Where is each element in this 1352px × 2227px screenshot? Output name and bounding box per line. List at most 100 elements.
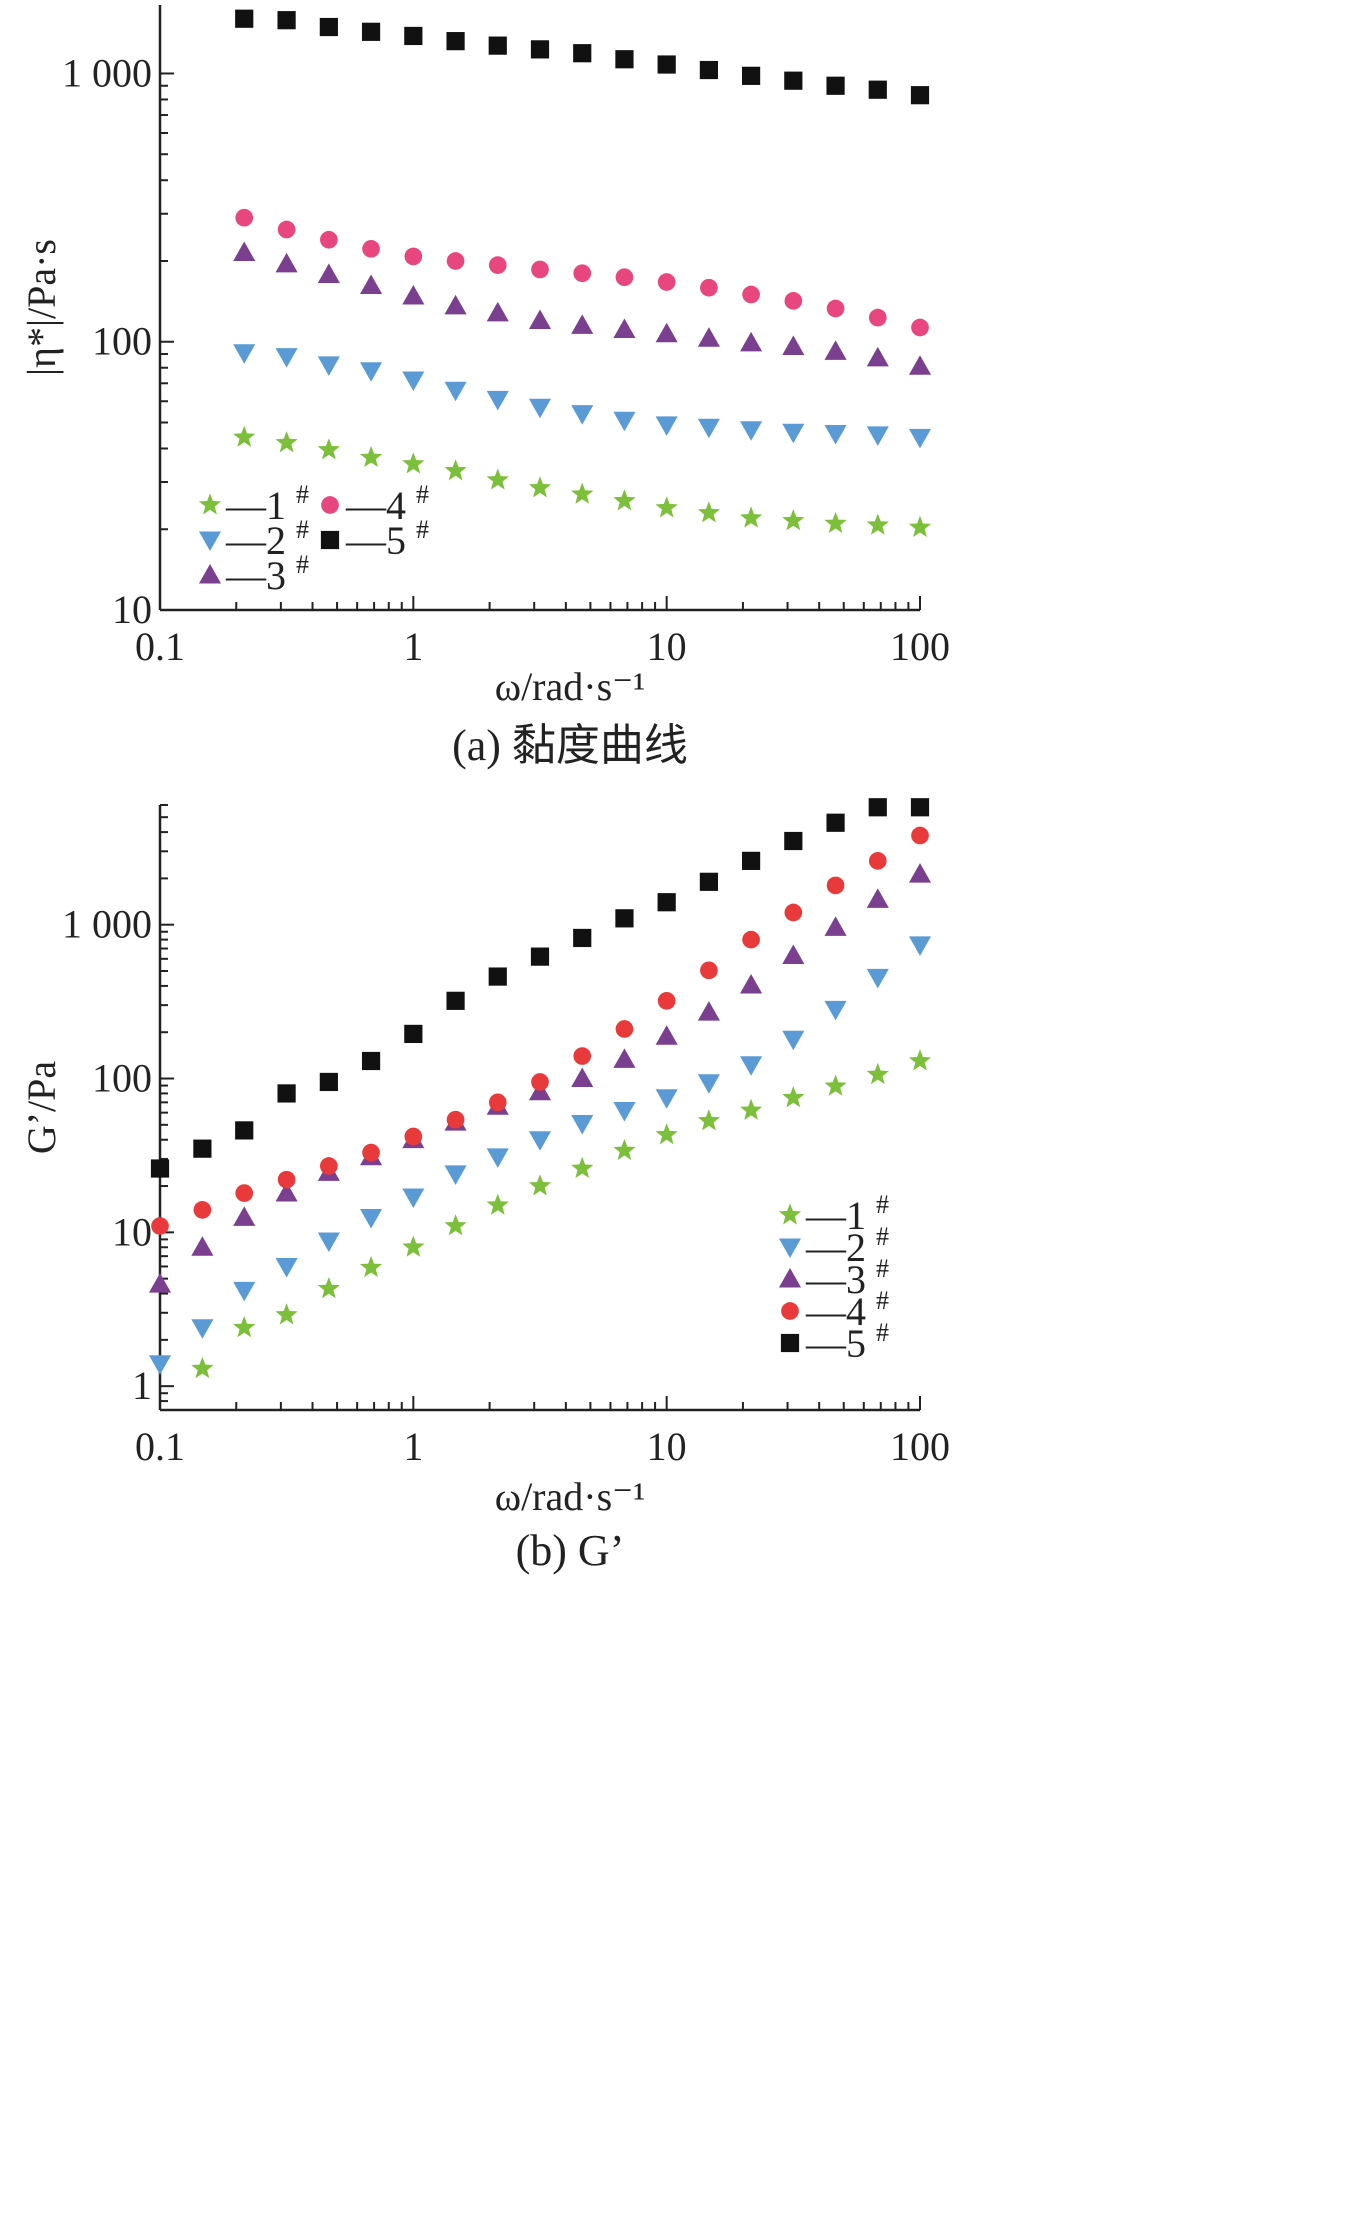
data-point-s2: [655, 416, 678, 436]
y-tick-label: 1: [132, 1363, 152, 1408]
data-point-s4: [362, 1143, 380, 1162]
x-tick-label: 10: [647, 1424, 687, 1469]
data-point-s2: [317, 356, 340, 376]
data-point-s4: [488, 256, 507, 274]
data-point-s4: [531, 1073, 549, 1091]
data-point-s4: [700, 961, 718, 980]
data-point-s1: [233, 1316, 256, 1338]
data-point-s3: [655, 322, 678, 343]
data-point-s1: [444, 459, 467, 481]
data-point-s4: [784, 292, 803, 310]
legend-label-s5: —5: [805, 1321, 866, 1366]
data-point-s1: [866, 513, 889, 535]
storage-modulus-legend: —1 # —2 # —3 # —4 # —5 #: [778, 1190, 889, 1366]
data-point-s3: [824, 916, 847, 936]
data-point-s5: [699, 872, 719, 891]
data-point-s2: [866, 426, 889, 446]
data-point-s4: [404, 1127, 423, 1146]
x-tick-label: 0.1: [135, 624, 185, 669]
data-point-s3: [233, 1206, 256, 1226]
x-tick-label: 100: [890, 624, 950, 669]
data-point-s3: [528, 309, 552, 329]
data-point-s2: [444, 1165, 467, 1185]
legend-marker-s1: [198, 493, 222, 515]
data-point-s1: [908, 1049, 932, 1071]
data-point-s1: [528, 476, 552, 498]
data-point-s3: [782, 944, 805, 965]
y-tick-label: 10: [112, 587, 152, 632]
data-point-s5: [319, 1072, 338, 1092]
data-point-s4: [826, 299, 845, 318]
data-point-s3: [697, 327, 720, 347]
viscosity-data-points: [233, 9, 932, 537]
data-point-s1: [233, 425, 256, 447]
data-point-s5: [573, 44, 592, 63]
data-point-s2: [866, 968, 889, 989]
legend-item-s5: —5 #: [320, 515, 429, 563]
legend-item-s5: —5 #: [780, 1318, 889, 1366]
data-point-s3: [866, 346, 889, 367]
legend-item-s3: —3 #: [198, 550, 309, 598]
storage-modulus-ticks: 0.1 1 10 100 1 10 100 1 000: [62, 804, 950, 1469]
data-point-s1: [444, 1214, 467, 1236]
legend-marker-s2: [198, 531, 222, 552]
legend-superscript-s5: #: [876, 1318, 889, 1347]
y-tick-label: 100: [92, 1056, 152, 1101]
data-point-s4: [320, 230, 338, 249]
data-point-s5: [699, 60, 719, 80]
data-point-s5: [826, 813, 845, 832]
data-point-s3: [655, 1025, 678, 1045]
data-point-s2: [782, 1030, 805, 1051]
legend-item-s1: —1 #: [198, 480, 309, 528]
data-point-s1: [824, 1074, 847, 1096]
data-point-s2: [444, 381, 467, 402]
legend-item-s2: —2 #: [198, 515, 309, 563]
y-tick-label: 100: [92, 319, 152, 364]
legend-label-s5: —5: [345, 518, 406, 563]
data-point-s2: [360, 362, 383, 382]
storage-modulus-y-axis-title: G’/Pa: [19, 1061, 64, 1155]
data-point-s1: [317, 1277, 340, 1299]
legend-superscript-s1: #: [296, 480, 309, 509]
data-point-s5: [193, 1139, 212, 1158]
data-point-s4: [700, 278, 718, 297]
data-point-s3: [571, 314, 594, 334]
x-tick-label: 10: [647, 624, 687, 669]
legend-superscript-s2: #: [876, 1222, 889, 1251]
data-point-s2: [148, 1355, 172, 1375]
data-point-s5: [235, 1121, 254, 1140]
data-point-s5: [488, 36, 507, 55]
data-point-s1: [402, 1235, 425, 1257]
legend-marker-s4: [781, 1302, 799, 1320]
data-point-s1: [613, 1138, 636, 1161]
y-tick-label: 1 000: [62, 50, 152, 95]
data-point-s4: [277, 220, 296, 239]
legend-label-s4: —4: [345, 483, 406, 528]
data-point-s4: [320, 1157, 338, 1175]
data-point-s1: [697, 501, 720, 523]
legend-item-s1: —1 #: [778, 1190, 889, 1238]
data-point-s5: [488, 967, 507, 986]
data-point-s5: [741, 66, 761, 85]
legend-item-s4: —4 #: [781, 1286, 889, 1334]
data-point-s5: [446, 991, 465, 1010]
x-tick-label: 0.1: [135, 1424, 185, 1469]
storage-modulus-chart: 0.1 1 10 100 1 10 100 1 000 ω/rad·s⁻¹ G’/Pa (b)…: [19, 798, 950, 1575]
data-point-s1: [782, 509, 805, 531]
data-point-s5: [615, 909, 634, 928]
data-point-s2: [697, 1074, 720, 1094]
data-point-s1: [402, 452, 425, 474]
data-point-s4: [193, 1201, 212, 1219]
data-point-s5: [657, 55, 676, 74]
data-point-s5: [615, 50, 634, 69]
data-point-s2: [613, 411, 636, 432]
data-point-s4: [446, 1110, 465, 1129]
data-point-s4: [657, 991, 676, 1010]
data-point-s5: [530, 40, 550, 59]
data-point-s2: [486, 390, 509, 411]
data-point-s2: [824, 1000, 847, 1021]
data-point-s4: [362, 239, 380, 258]
legend-label-s2: —2: [225, 518, 286, 563]
legend-marker-s4: [321, 496, 339, 514]
